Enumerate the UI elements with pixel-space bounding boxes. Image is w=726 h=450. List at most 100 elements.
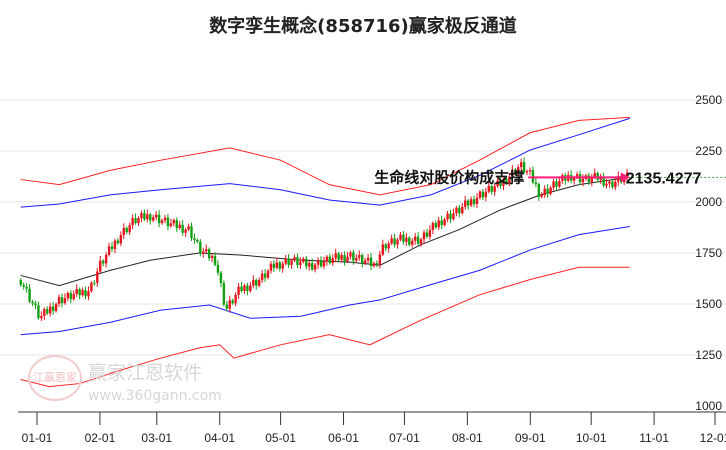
candle-body [125,228,128,233]
candle-body [440,220,443,226]
candle-body [293,257,296,261]
candle-body [87,291,90,297]
candle-body [160,220,164,224]
candle-body [458,207,461,214]
candle-body [237,286,240,295]
candle-body [51,306,55,311]
candle-body [63,298,67,304]
candle-body [193,238,196,240]
candle-body [119,235,123,244]
candle-body [48,306,52,314]
candle-body [299,261,302,266]
candle-body [313,264,317,270]
candle-body [390,238,393,244]
candle-body [499,180,502,187]
candle-body [240,286,243,291]
candle-body [302,258,305,262]
candle-body [581,178,585,183]
x-tick-label: 02-01 [85,431,116,445]
y-tick-label: 1500 [695,297,722,311]
candle-body [355,257,358,261]
candle-body [428,229,432,237]
candle-body [325,256,329,262]
candle-body [196,239,199,242]
candle-body [66,292,70,299]
candle-body [352,252,355,261]
candle-body [19,279,22,286]
candle-body [131,218,134,226]
candle-body [128,225,131,233]
candle-body [178,224,181,229]
candle-body [349,252,352,257]
candle-body [243,285,246,291]
x-tick-label: 10-01 [576,431,607,445]
candle-body [246,285,249,292]
candle-body [461,206,464,214]
band-line-middle [20,177,628,287]
candle-body [210,255,214,259]
candle-body [493,186,496,192]
candle-body [154,214,158,218]
candle-body [608,181,611,184]
candle-body [425,232,429,237]
candle-body [602,176,605,186]
candle-body [478,191,482,198]
y-tick-label: 2250 [695,144,722,158]
candle-body [146,214,149,220]
candle-body [393,238,396,245]
candle-body [625,172,629,178]
candle-body [72,294,75,300]
candle-body [505,179,508,184]
candle-body [149,214,152,221]
chart-title: 数字孪生概念(858716)赢家极反通道 [209,16,517,37]
candle-body [219,272,223,284]
candle-body [290,260,293,265]
band-line-lower-outer [20,266,630,388]
candle-body [434,223,437,228]
candle-body [422,232,426,240]
candle-body [107,246,111,255]
candle-body [519,162,523,168]
candle-body [281,263,284,269]
candle-body [216,264,220,273]
x-tick-label: 11-01 [639,431,669,445]
candle-body [322,261,326,267]
candle-body [396,239,399,245]
candle-body [93,282,96,284]
candle-body [57,297,61,305]
candle-body [187,226,190,230]
y-tick-label: 1250 [695,348,722,362]
candle-body [163,217,167,221]
candle-body [381,244,385,255]
candle-body [308,263,311,267]
candle-body [572,177,576,181]
support-arrow-head [620,172,630,183]
candle-body [411,240,414,245]
candle-body [437,220,440,228]
candle-body [99,260,102,272]
candle-body [199,241,202,254]
candle-body [484,191,488,198]
candle-body [431,223,435,230]
candle-body [81,290,84,296]
candle-body [408,237,411,245]
candle-body [464,200,467,207]
candle-body [452,213,455,220]
candle-body [249,285,252,292]
candle-body [275,262,279,268]
candle-body [546,188,549,194]
candle-body [472,199,476,205]
candle-body [90,282,93,292]
candle-body [46,309,49,314]
candle-body [446,213,449,220]
candle-body [60,297,64,304]
candle-body [257,280,261,286]
candle-body [443,219,446,226]
candle-body [305,258,308,267]
candle-body [384,244,387,249]
candle-body [231,300,234,304]
candle-body [334,253,337,259]
candle-body [514,169,517,175]
candle-body [252,279,255,286]
